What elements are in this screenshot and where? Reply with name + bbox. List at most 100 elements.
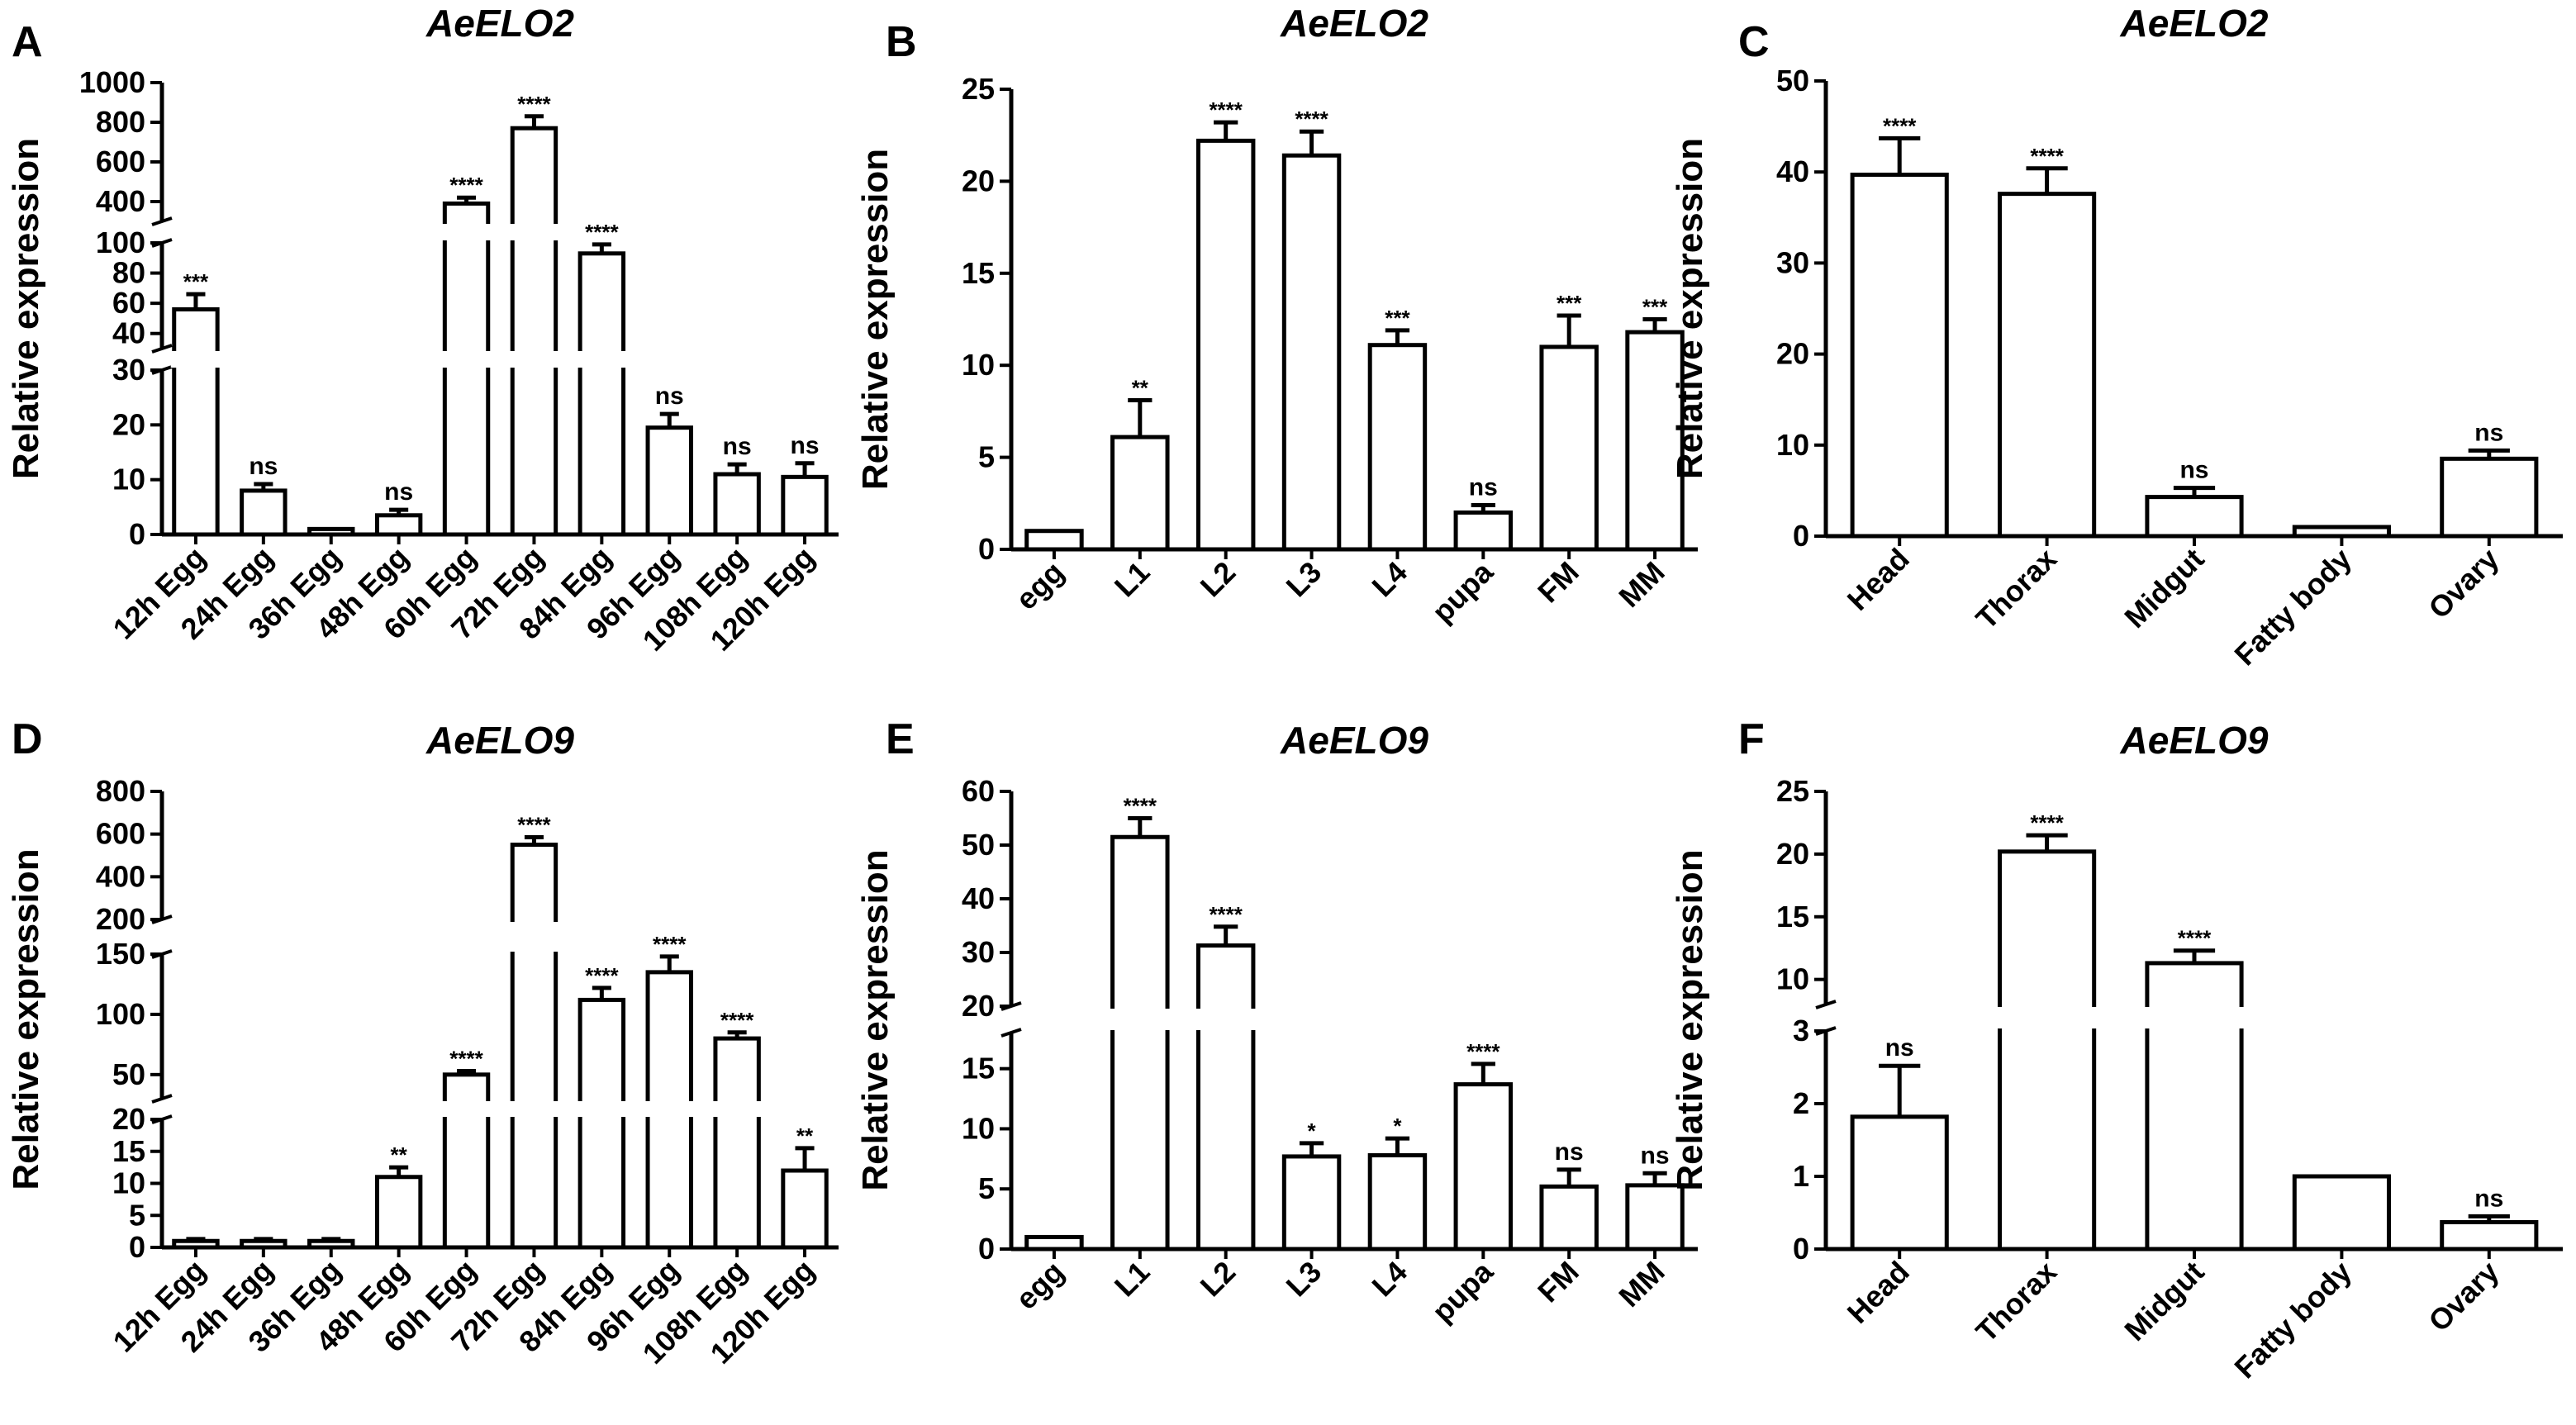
significance-label: ****	[585, 963, 619, 988]
y-tick-label: 80	[112, 256, 145, 290]
y-tick-label: 1	[1793, 1159, 1809, 1193]
bar	[1281, 1154, 1342, 1252]
bar	[1367, 343, 1428, 552]
y-tick-label: 1000	[79, 65, 145, 99]
y-tick-label: 800	[96, 105, 145, 139]
axis-break	[151, 344, 173, 354]
bar	[781, 1168, 829, 1250]
x-tick-label: MM	[1612, 555, 1671, 614]
bar	[374, 1175, 423, 1250]
y-tick-label: 50	[112, 1057, 145, 1091]
significance-label: ns	[1885, 1034, 1914, 1062]
y-tick-label: 10	[1776, 428, 1809, 462]
significance-label: ns	[1641, 1142, 1670, 1169]
x-tick-label: L4	[1365, 1255, 1414, 1304]
significance-label: ***	[1557, 291, 1582, 316]
x-tick-label: L3	[1280, 555, 1328, 604]
panel-title: AeELO9	[425, 719, 574, 762]
bar-break-mask	[509, 1101, 559, 1117]
panel-letter: B	[886, 18, 917, 66]
y-tick-label: 10	[112, 463, 145, 496]
y-tick-label: 5	[978, 440, 995, 474]
y-tick-label: 400	[96, 859, 145, 893]
panel-title: AeELO9	[2120, 719, 2269, 762]
bar-break-mask	[2143, 1007, 2246, 1028]
bar-break-mask	[1109, 1009, 1172, 1030]
panel-b: B AeELO2 Relative expression 0 5 10 15 20 25 egg *…	[855, 2, 1698, 629]
panel-title: AeELO2	[2120, 2, 2269, 45]
significance-label: ns	[1555, 1138, 1584, 1166]
y-tick-label: 0	[1793, 1232, 1809, 1266]
axis-break	[151, 1114, 173, 1124]
x-tick-label: Fatty body	[2227, 542, 2358, 672]
bar	[1024, 529, 1084, 552]
bar-break-mask	[577, 351, 627, 368]
y-tick-label: 150	[96, 937, 145, 971]
x-tick-label: egg	[1009, 1255, 1070, 1316]
panel-title: AeELO9	[1280, 719, 1428, 762]
bar-break-mask	[441, 351, 492, 368]
significance-label: ns	[791, 432, 820, 459]
axis-break	[151, 1094, 173, 1104]
y-tick-label: 600	[96, 817, 145, 851]
x-tick-label: Fatty body	[2227, 1255, 2358, 1385]
y-tick-label: 100	[96, 226, 145, 259]
bar	[307, 526, 355, 537]
y-tick-label: 20	[962, 989, 995, 1023]
significance-label: ****	[720, 1008, 754, 1033]
bar	[374, 513, 423, 537]
bar	[1539, 344, 1599, 552]
x-tick-label: pupa	[1425, 1254, 1499, 1328]
bar	[2145, 961, 2244, 1252]
bar	[2292, 525, 2391, 539]
significance-label: ****	[1883, 113, 1917, 138]
bar	[1367, 1152, 1428, 1252]
x-tick-label: Thorax	[1969, 1255, 2063, 1349]
bar	[1539, 1184, 1599, 1252]
bar	[1110, 834, 1170, 1252]
y-tick-label: 10	[1776, 962, 1809, 996]
y-tick-label: 50	[1776, 64, 1809, 97]
bar	[781, 474, 829, 537]
y-tick-label: 10	[962, 1111, 995, 1145]
y-tick-label: 20	[962, 164, 995, 197]
bar-break-mask	[509, 224, 559, 240]
y-tick-label: 400	[96, 184, 145, 218]
bar	[713, 1036, 761, 1250]
panel-letter: E	[886, 715, 915, 763]
x-tick-label: FM	[1531, 1255, 1585, 1309]
axis-break	[151, 216, 173, 226]
y-tick-label: 40	[1776, 154, 1809, 188]
y-tick-label: 30	[1776, 245, 1809, 279]
bar	[1998, 849, 2097, 1252]
y-tick-label: 5	[978, 1171, 995, 1205]
significance-label: *	[1393, 1114, 1402, 1138]
bar	[510, 843, 558, 1250]
y-tick-label: 30	[112, 353, 145, 387]
bar	[2292, 1174, 2391, 1252]
y-tick-label: 3	[1793, 1014, 1809, 1047]
bar-break-mask	[441, 224, 492, 240]
bar	[442, 1072, 491, 1250]
y-tick-label: 0	[1793, 519, 1809, 553]
bar	[240, 1238, 288, 1250]
axis-break	[151, 914, 173, 924]
x-tick-label: MM	[1612, 1255, 1671, 1313]
x-tick-label: Midgut	[2117, 542, 2210, 634]
panel-letter: C	[1738, 18, 1770, 66]
bar	[510, 126, 558, 537]
bar-break-mask	[1195, 1009, 1257, 1030]
significance-label: ns	[2474, 419, 2503, 446]
bar	[713, 472, 761, 537]
significance-label: ns	[384, 478, 413, 506]
significance-label: ns	[1469, 474, 1498, 501]
significance-label: ****	[2178, 926, 2212, 951]
bar	[172, 306, 220, 537]
x-tick-label: Midgut	[2117, 1255, 2210, 1347]
x-tick-label: L1	[1108, 555, 1157, 604]
bar	[240, 488, 288, 537]
x-tick-label: Ovary	[2422, 1255, 2505, 1338]
